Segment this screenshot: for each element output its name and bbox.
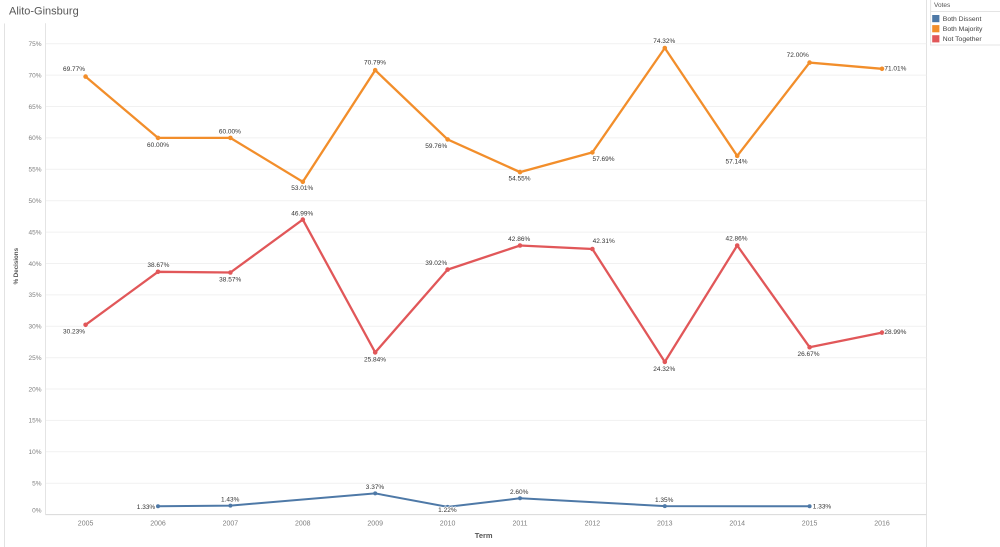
svg-text:2006: 2006: [150, 520, 166, 527]
svg-text:42.86%: 42.86%: [725, 236, 747, 243]
svg-text:24.32%: 24.32%: [653, 366, 675, 373]
svg-text:57.69%: 57.69%: [592, 156, 614, 163]
svg-text:65%: 65%: [28, 104, 41, 111]
svg-text:25%: 25%: [28, 355, 41, 362]
svg-text:42.86%: 42.86%: [508, 236, 530, 243]
svg-text:Both Dissent: Both Dissent: [943, 16, 982, 23]
svg-text:Votes: Votes: [934, 2, 951, 9]
svg-text:42.31%: 42.31%: [593, 238, 615, 245]
svg-text:26.67%: 26.67%: [797, 351, 819, 358]
svg-text:% Decisions: % Decisions: [13, 247, 20, 284]
svg-text:Not Together: Not Together: [943, 36, 983, 43]
svg-text:1.43%: 1.43%: [221, 496, 240, 503]
svg-text:15%: 15%: [28, 418, 41, 425]
svg-text:3.37%: 3.37%: [366, 484, 385, 491]
svg-text:2011: 2011: [512, 520, 527, 527]
svg-text:38.67%: 38.67%: [147, 262, 169, 269]
svg-text:2012: 2012: [585, 520, 601, 527]
svg-text:60%: 60%: [28, 135, 41, 142]
svg-text:2014: 2014: [729, 520, 745, 527]
svg-text:28.99%: 28.99%: [884, 329, 906, 336]
svg-text:59.76%: 59.76%: [425, 143, 447, 150]
svg-text:2.60%: 2.60%: [510, 489, 529, 496]
svg-text:71.01%: 71.01%: [884, 65, 906, 72]
svg-text:75%: 75%: [28, 41, 41, 48]
svg-text:74.32%: 74.32%: [653, 38, 675, 45]
svg-text:70%: 70%: [28, 72, 41, 79]
svg-text:5%: 5%: [32, 481, 42, 488]
svg-text:2016: 2016: [874, 520, 890, 527]
svg-text:38.57%: 38.57%: [219, 276, 241, 283]
svg-text:60.00%: 60.00%: [147, 142, 169, 149]
svg-text:55%: 55%: [28, 167, 41, 174]
svg-text:40%: 40%: [28, 261, 41, 268]
svg-text:1.33%: 1.33%: [137, 504, 156, 511]
svg-text:2007: 2007: [223, 520, 239, 527]
svg-text:0%: 0%: [32, 508, 42, 515]
svg-text:50%: 50%: [28, 198, 41, 205]
svg-text:53.01%: 53.01%: [291, 185, 313, 192]
svg-text:2009: 2009: [367, 520, 383, 527]
svg-text:2015: 2015: [802, 520, 818, 527]
svg-text:35%: 35%: [28, 292, 41, 299]
svg-text:72.00%: 72.00%: [787, 52, 809, 59]
svg-text:Term: Term: [475, 531, 493, 540]
svg-text:2013: 2013: [657, 520, 673, 527]
svg-text:2008: 2008: [295, 520, 311, 527]
svg-text:Both Majority: Both Majority: [943, 26, 983, 33]
svg-text:30.23%: 30.23%: [63, 329, 85, 336]
svg-text:57.14%: 57.14%: [725, 159, 747, 166]
svg-text:60.00%: 60.00%: [219, 128, 241, 135]
svg-text:2005: 2005: [78, 520, 94, 527]
svg-text:30%: 30%: [28, 324, 41, 331]
svg-text:1.35%: 1.35%: [655, 497, 674, 504]
svg-text:25.84%: 25.84%: [364, 356, 386, 363]
svg-text:45%: 45%: [28, 229, 41, 236]
svg-text:2010: 2010: [440, 520, 456, 527]
svg-text:54.55%: 54.55%: [508, 176, 530, 183]
svg-text:1.22%: 1.22%: [438, 507, 457, 514]
svg-text:1.33%: 1.33%: [813, 503, 832, 510]
svg-text:39.02%: 39.02%: [425, 260, 447, 267]
svg-text:Alito-Ginsburg: Alito-Ginsburg: [9, 6, 79, 18]
svg-text:46.99%: 46.99%: [291, 211, 313, 218]
svg-text:69.77%: 69.77%: [63, 66, 85, 73]
svg-text:10%: 10%: [28, 449, 41, 456]
svg-text:20%: 20%: [28, 386, 41, 393]
svg-text:70.79%: 70.79%: [364, 60, 386, 67]
